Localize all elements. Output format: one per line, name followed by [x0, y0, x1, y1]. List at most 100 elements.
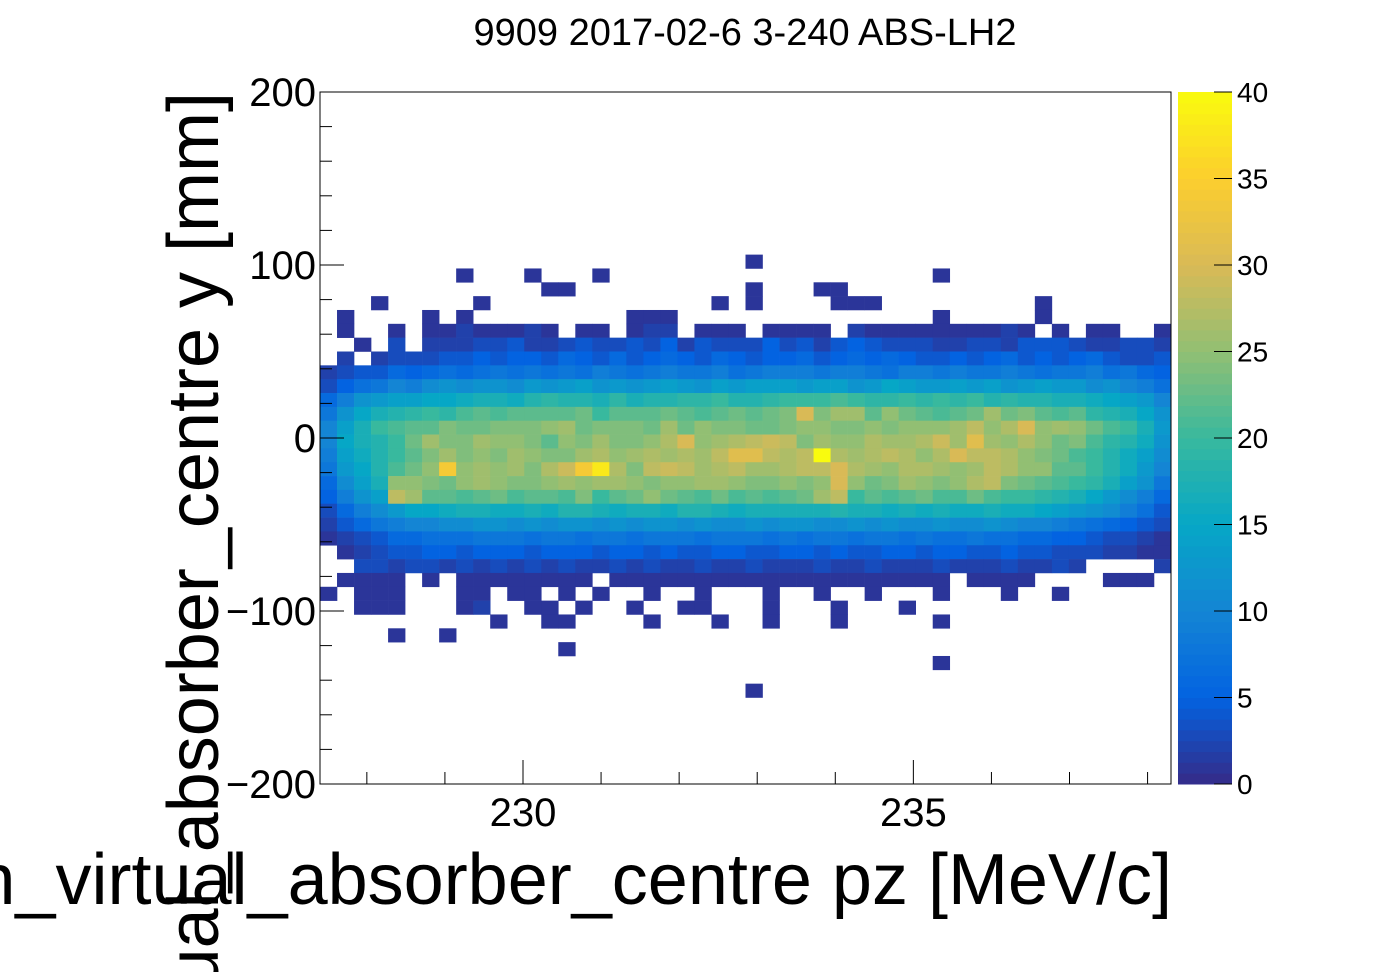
heatmap-cell	[694, 323, 712, 338]
heatmap-cell	[643, 503, 661, 518]
heatmap-cell	[1085, 503, 1104, 518]
heatmap-cell	[371, 559, 389, 574]
heatmap-cell	[507, 572, 525, 588]
heatmap-cell	[456, 600, 474, 615]
heatmap-cell	[473, 545, 491, 560]
heatmap-cell	[643, 545, 661, 560]
heatmap-cell	[1153, 476, 1172, 491]
y-tick-label: 0	[294, 417, 316, 461]
colorbar-segment	[1178, 513, 1232, 525]
heatmap-cell	[439, 406, 457, 421]
heatmap-cell	[1119, 351, 1138, 366]
heatmap-cell	[354, 572, 372, 588]
heatmap-cell	[388, 572, 406, 588]
heatmap-cell	[388, 448, 406, 463]
heatmap-cell	[1017, 379, 1036, 394]
heatmap-cell	[728, 517, 746, 532]
heatmap-cell	[541, 476, 559, 491]
heatmap-cell	[762, 337, 780, 352]
heatmap-cell	[473, 434, 491, 449]
heatmap-cell	[473, 600, 491, 615]
heatmap-cell	[1000, 337, 1019, 352]
heatmap-cell	[1085, 406, 1104, 421]
heatmap-cell	[1068, 351, 1087, 366]
heatmap-cell	[609, 434, 627, 449]
heatmap-cell	[966, 406, 985, 421]
heatmap-cell	[524, 323, 542, 338]
heatmap-cell	[1102, 351, 1121, 366]
heatmap-cell	[473, 420, 491, 435]
heatmap-cell	[1034, 462, 1053, 477]
heatmap-cell	[354, 379, 372, 394]
heatmap-cell	[830, 420, 848, 435]
colorbar-tick-label: 10	[1237, 596, 1268, 627]
heatmap-cell	[966, 489, 985, 505]
heatmap-cell	[337, 434, 355, 449]
heatmap-cell	[456, 503, 474, 518]
heatmap-cell	[388, 420, 406, 435]
heatmap-cell	[592, 476, 610, 491]
heatmap-cell	[422, 393, 440, 408]
heatmap-cell	[1068, 503, 1087, 518]
heatmap-cell	[915, 406, 934, 421]
heatmap-cell	[320, 406, 338, 421]
heatmap-cell	[966, 351, 985, 366]
heatmap-cell	[473, 296, 491, 311]
heatmap-cell	[983, 420, 1002, 435]
heatmap-cell	[847, 572, 865, 588]
heatmap-cell	[592, 545, 610, 560]
heatmap-cell	[966, 393, 985, 408]
heatmap-cell	[490, 462, 508, 477]
heatmap-cell	[694, 476, 712, 491]
heatmap-cell	[1153, 545, 1172, 560]
heatmap-cell	[881, 517, 899, 532]
heatmap-cell	[507, 489, 525, 505]
heatmap-cell	[643, 586, 661, 601]
heatmap-cell	[422, 309, 440, 325]
heatmap-cell	[1000, 351, 1019, 366]
heatmap-cell	[915, 517, 934, 532]
heatmap-cell	[762, 448, 780, 463]
heatmap-cell	[643, 379, 661, 394]
heatmap-cell	[507, 448, 525, 463]
heatmap-cell	[864, 503, 882, 518]
heatmap-cell	[337, 420, 355, 435]
heatmap-cell	[575, 351, 593, 366]
colorbar-segment	[1178, 481, 1232, 493]
heatmap-cell	[371, 448, 389, 463]
heatmap-cell	[507, 531, 525, 546]
heatmap-cell	[1051, 448, 1070, 463]
heatmap-cell	[507, 323, 525, 338]
heatmap-cell	[337, 489, 355, 505]
x-tick-label: 230	[490, 791, 557, 835]
heatmap-cell	[1136, 517, 1155, 532]
heatmap-cell	[881, 462, 899, 477]
heatmap-cell	[762, 572, 780, 588]
heatmap-cell	[1136, 503, 1155, 518]
heatmap-cell	[830, 614, 848, 629]
heatmap-cell	[711, 365, 729, 380]
heatmap-cell	[541, 379, 559, 394]
heatmap-cell	[660, 337, 678, 352]
heatmap-cell	[1000, 462, 1019, 477]
heatmap-cell	[932, 545, 951, 560]
heatmap-cell	[779, 517, 797, 532]
heatmap-cell	[1102, 379, 1121, 394]
heatmap-cell	[966, 434, 985, 449]
heatmap-cell	[1119, 337, 1138, 352]
heatmap-cell	[728, 393, 746, 408]
heatmap-cell	[898, 545, 916, 560]
heatmap-cell	[898, 337, 916, 352]
heatmap-cell	[1034, 379, 1053, 394]
x-tick-labels: 230 235	[490, 791, 947, 835]
heatmap-cell	[864, 296, 882, 311]
heatmap-cell	[1034, 531, 1053, 546]
heatmap-cell	[1034, 309, 1053, 325]
heatmap-cell	[745, 282, 763, 297]
heatmap-cell	[1000, 379, 1019, 394]
heatmap-cell	[354, 600, 372, 615]
heatmap-cell	[1034, 406, 1053, 421]
heatmap-cell	[1085, 448, 1104, 463]
heatmap-cell	[524, 268, 542, 283]
heatmap-cell	[1017, 351, 1036, 366]
